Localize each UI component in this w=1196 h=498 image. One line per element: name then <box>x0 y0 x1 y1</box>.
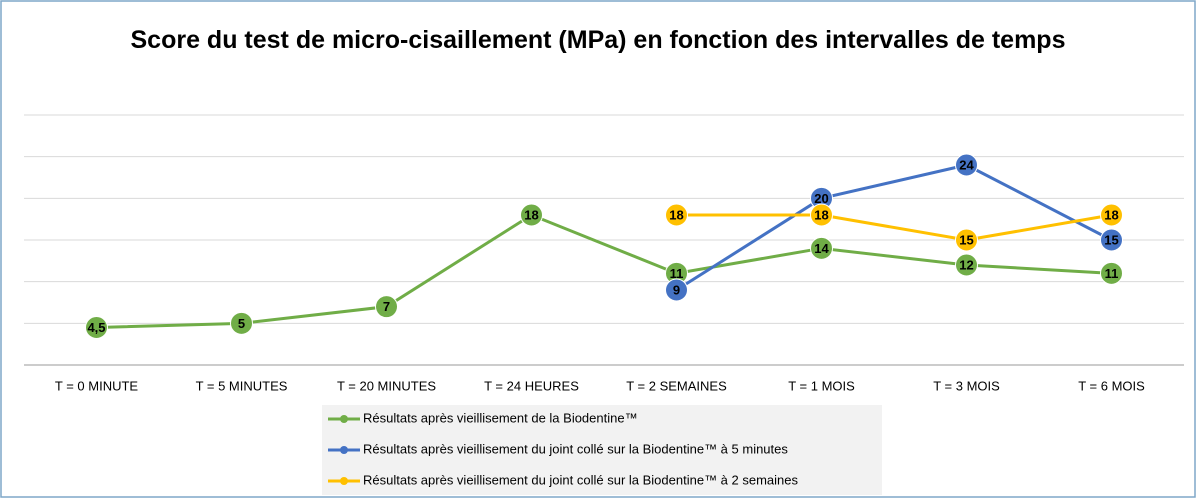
point-marker <box>955 228 978 252</box>
legend-label: Résultats après vieillisement du joint c… <box>363 472 798 487</box>
point-marker <box>1100 261 1123 285</box>
data-label: 15 <box>959 232 973 247</box>
data-label: 12 <box>959 257 973 272</box>
data-label: 4,5 <box>87 320 105 335</box>
data-label: 11 <box>670 266 684 281</box>
point-marker <box>810 203 833 227</box>
chart-title: Score du test de micro-cisaillement (MPa… <box>130 26 1066 54</box>
legend-marker <box>340 415 348 423</box>
x-tick-label: T = 24 HEURES <box>484 378 579 393</box>
series-line <box>96 213 1112 329</box>
data-label: 7 <box>383 299 390 314</box>
point-marker <box>1100 228 1123 252</box>
point-marker <box>85 316 108 339</box>
data-label: 5 <box>238 316 245 331</box>
point-marker <box>520 203 543 227</box>
series-line <box>675 163 1113 292</box>
data-label: 24 <box>959 157 974 172</box>
point-marker <box>955 253 978 277</box>
point-marker <box>1100 203 1123 227</box>
x-tick-label: T = 6 MOIS <box>1078 378 1145 393</box>
legend-label: Résultats après vieillisement de la Biod… <box>363 410 638 425</box>
data-label: 9 <box>673 282 680 297</box>
point-marker <box>955 153 978 177</box>
data-label: 14 <box>814 241 829 256</box>
x-tick-label: T = 3 MOIS <box>933 378 1000 393</box>
x-tick-label: T = 5 MINUTES <box>196 378 288 393</box>
series-line <box>676 213 1112 242</box>
x-tick-label: T = 0 MINUTE <box>55 378 139 393</box>
point-marker <box>665 203 688 227</box>
point-marker <box>810 236 833 260</box>
data-label: 18 <box>1104 207 1118 222</box>
point-marker <box>230 311 253 335</box>
point-marker <box>665 278 688 302</box>
data-label: 11 <box>1105 266 1119 281</box>
x-tick-label: T = 20 MINUTES <box>337 378 436 393</box>
x-tick-label: T = 2 SEMAINES <box>626 378 727 393</box>
legend-box <box>322 405 882 495</box>
data-label: 15 <box>1104 232 1118 247</box>
data-label: 18 <box>524 207 538 222</box>
data-label: 20 <box>814 191 828 206</box>
data-label: 18 <box>669 207 683 222</box>
x-tick-label: T = 1 MOIS <box>788 378 855 393</box>
legend-marker <box>340 477 348 485</box>
point-marker <box>375 295 398 319</box>
legend-label: Résultats après vieillisement du joint c… <box>363 441 788 456</box>
legend-marker <box>340 446 348 454</box>
data-label: 18 <box>814 207 828 222</box>
